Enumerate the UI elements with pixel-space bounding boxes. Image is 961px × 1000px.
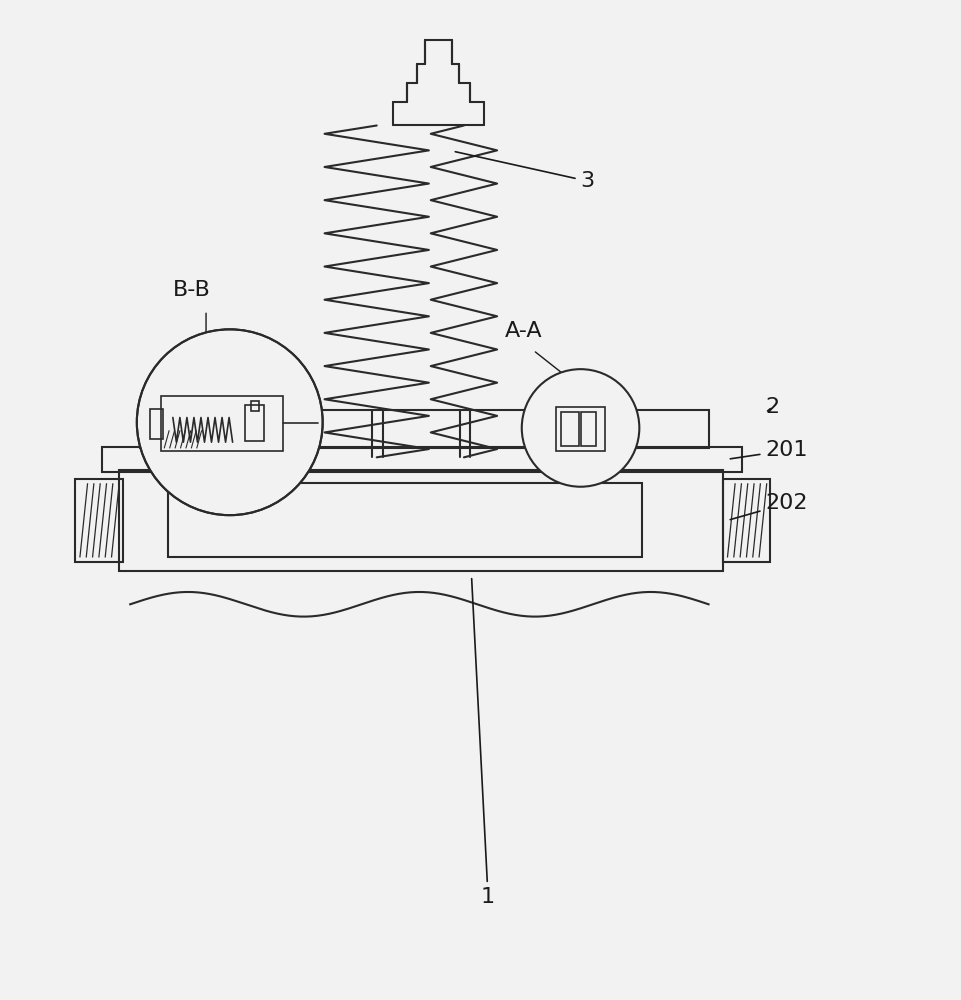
Bar	[555, 407, 604, 451]
Text: 202: 202	[729, 493, 807, 520]
Text: 3: 3	[455, 152, 594, 191]
Bar	[168, 483, 642, 557]
Bar	[245, 405, 263, 441]
Bar	[580, 412, 595, 446]
Bar	[119, 470, 722, 571]
Circle shape	[136, 329, 322, 515]
Bar	[150, 409, 163, 439]
Circle shape	[521, 369, 639, 487]
Bar	[139, 410, 708, 448]
Text: 1: 1	[471, 579, 495, 907]
Bar	[102, 447, 741, 472]
Bar	[560, 412, 579, 446]
Text: 2: 2	[765, 397, 778, 417]
Text: A-A: A-A	[505, 321, 542, 341]
Bar	[722, 479, 770, 562]
Text: B-B: B-B	[173, 280, 210, 300]
Bar	[75, 479, 122, 562]
Bar	[161, 396, 283, 451]
Bar	[251, 401, 259, 411]
Text: 201: 201	[729, 440, 807, 460]
